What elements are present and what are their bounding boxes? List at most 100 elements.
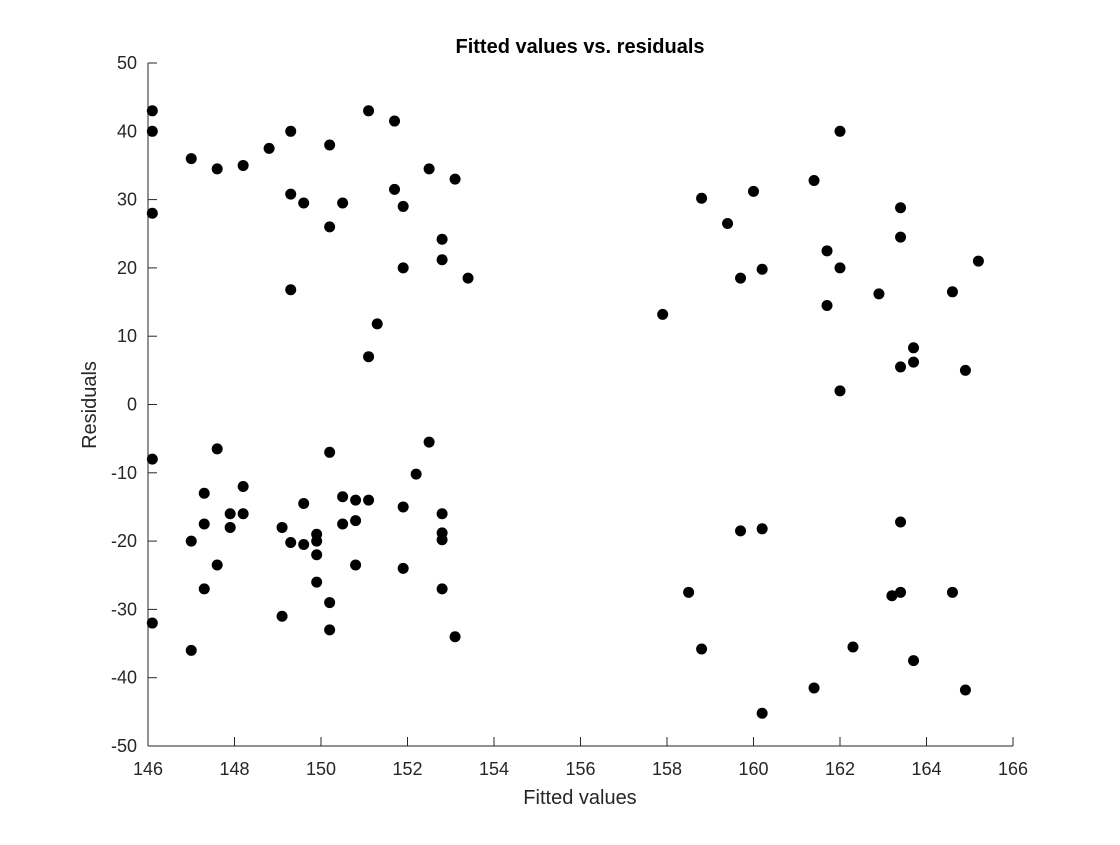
x-tick-label: 148 [219,759,249,779]
y-tick-label: 40 [117,121,137,141]
data-point [946,586,958,598]
data-point [696,643,708,655]
y-tick-label: 30 [117,190,137,210]
data-point [237,480,249,492]
data-point [410,468,422,480]
data-point [350,515,362,527]
data-point [324,446,336,458]
data-point [389,115,401,127]
axes: 146 148 150 152 154 156 158 160 162 164 166 -50 -40 -… [111,53,1028,779]
data-point [224,508,236,520]
x-tick-label: 164 [911,759,941,779]
data-point [657,308,669,320]
data-point [211,443,223,455]
data-point [298,498,310,510]
data-point [436,254,448,266]
data-point [298,197,310,209]
data-point [895,361,907,373]
data-point [350,559,362,571]
data-point [834,385,846,397]
x-tick-label: 154 [479,759,509,779]
data-point [895,586,907,598]
data-point [198,487,210,499]
data-point [886,590,898,602]
data-point [146,125,158,137]
data-point [895,516,907,528]
data-point [185,644,197,656]
y-tick-label: -50 [111,736,137,756]
y-tick-label: 10 [117,326,137,346]
y-tick-label: 50 [117,53,137,73]
data-point [146,453,158,465]
x-tick-label: 150 [306,759,336,779]
data-point [696,192,708,204]
y-axis-label: Residuals [79,361,101,449]
x-tick-label: 160 [738,759,768,779]
y-tick-label: -40 [111,668,137,688]
data-point [895,231,907,243]
data-point [873,288,885,300]
y-tick-label: 0 [127,395,137,415]
data-point [436,534,448,546]
data-point [146,105,158,117]
data-point [211,559,223,571]
data-point [298,539,310,551]
data-point [808,174,820,186]
data-point [237,159,249,171]
data-point [895,202,907,214]
data-point [756,707,768,719]
data-point [285,536,297,548]
y-tick-label: -20 [111,531,137,551]
data-points [146,105,984,719]
data-point [224,521,236,533]
data-point [337,491,349,503]
data-point [146,207,158,219]
x-axis-label: Fitted values [523,787,636,809]
data-point [198,518,210,530]
data-point [423,163,435,175]
y-tick-label: -30 [111,599,137,619]
x-tick-label: 166 [998,759,1028,779]
data-point [959,684,971,696]
data-point [363,351,375,363]
data-point [436,508,448,520]
data-point [185,535,197,547]
data-point [735,525,747,537]
data-point [311,549,323,561]
data-point [821,299,833,311]
x-tick-label: 146 [133,759,163,779]
data-point [756,523,768,535]
data-point [748,185,759,197]
data-point [908,356,920,368]
data-point [185,153,197,165]
data-point [449,631,461,643]
data-point [285,188,297,200]
y-tick-label: -10 [111,463,137,483]
data-point [972,255,984,267]
data-point [198,583,210,595]
data-point [756,263,768,275]
data-point [285,284,297,296]
data-point [436,583,448,595]
data-point [908,342,920,354]
data-point [436,233,448,245]
data-point [834,125,846,137]
chart-title: Fitted values vs. residuals [456,36,705,58]
data-point [350,494,362,506]
data-point [397,262,409,274]
data-point [337,518,349,530]
data-point [311,576,323,588]
data-point [363,105,375,117]
data-point [683,586,695,598]
data-point [449,173,461,185]
data-point [285,125,297,137]
data-point [821,245,833,257]
x-tick-label: 156 [565,759,595,779]
data-point [337,197,349,209]
data-point [389,183,401,195]
data-point [946,286,958,298]
data-point [397,200,409,212]
data-point [276,521,288,533]
